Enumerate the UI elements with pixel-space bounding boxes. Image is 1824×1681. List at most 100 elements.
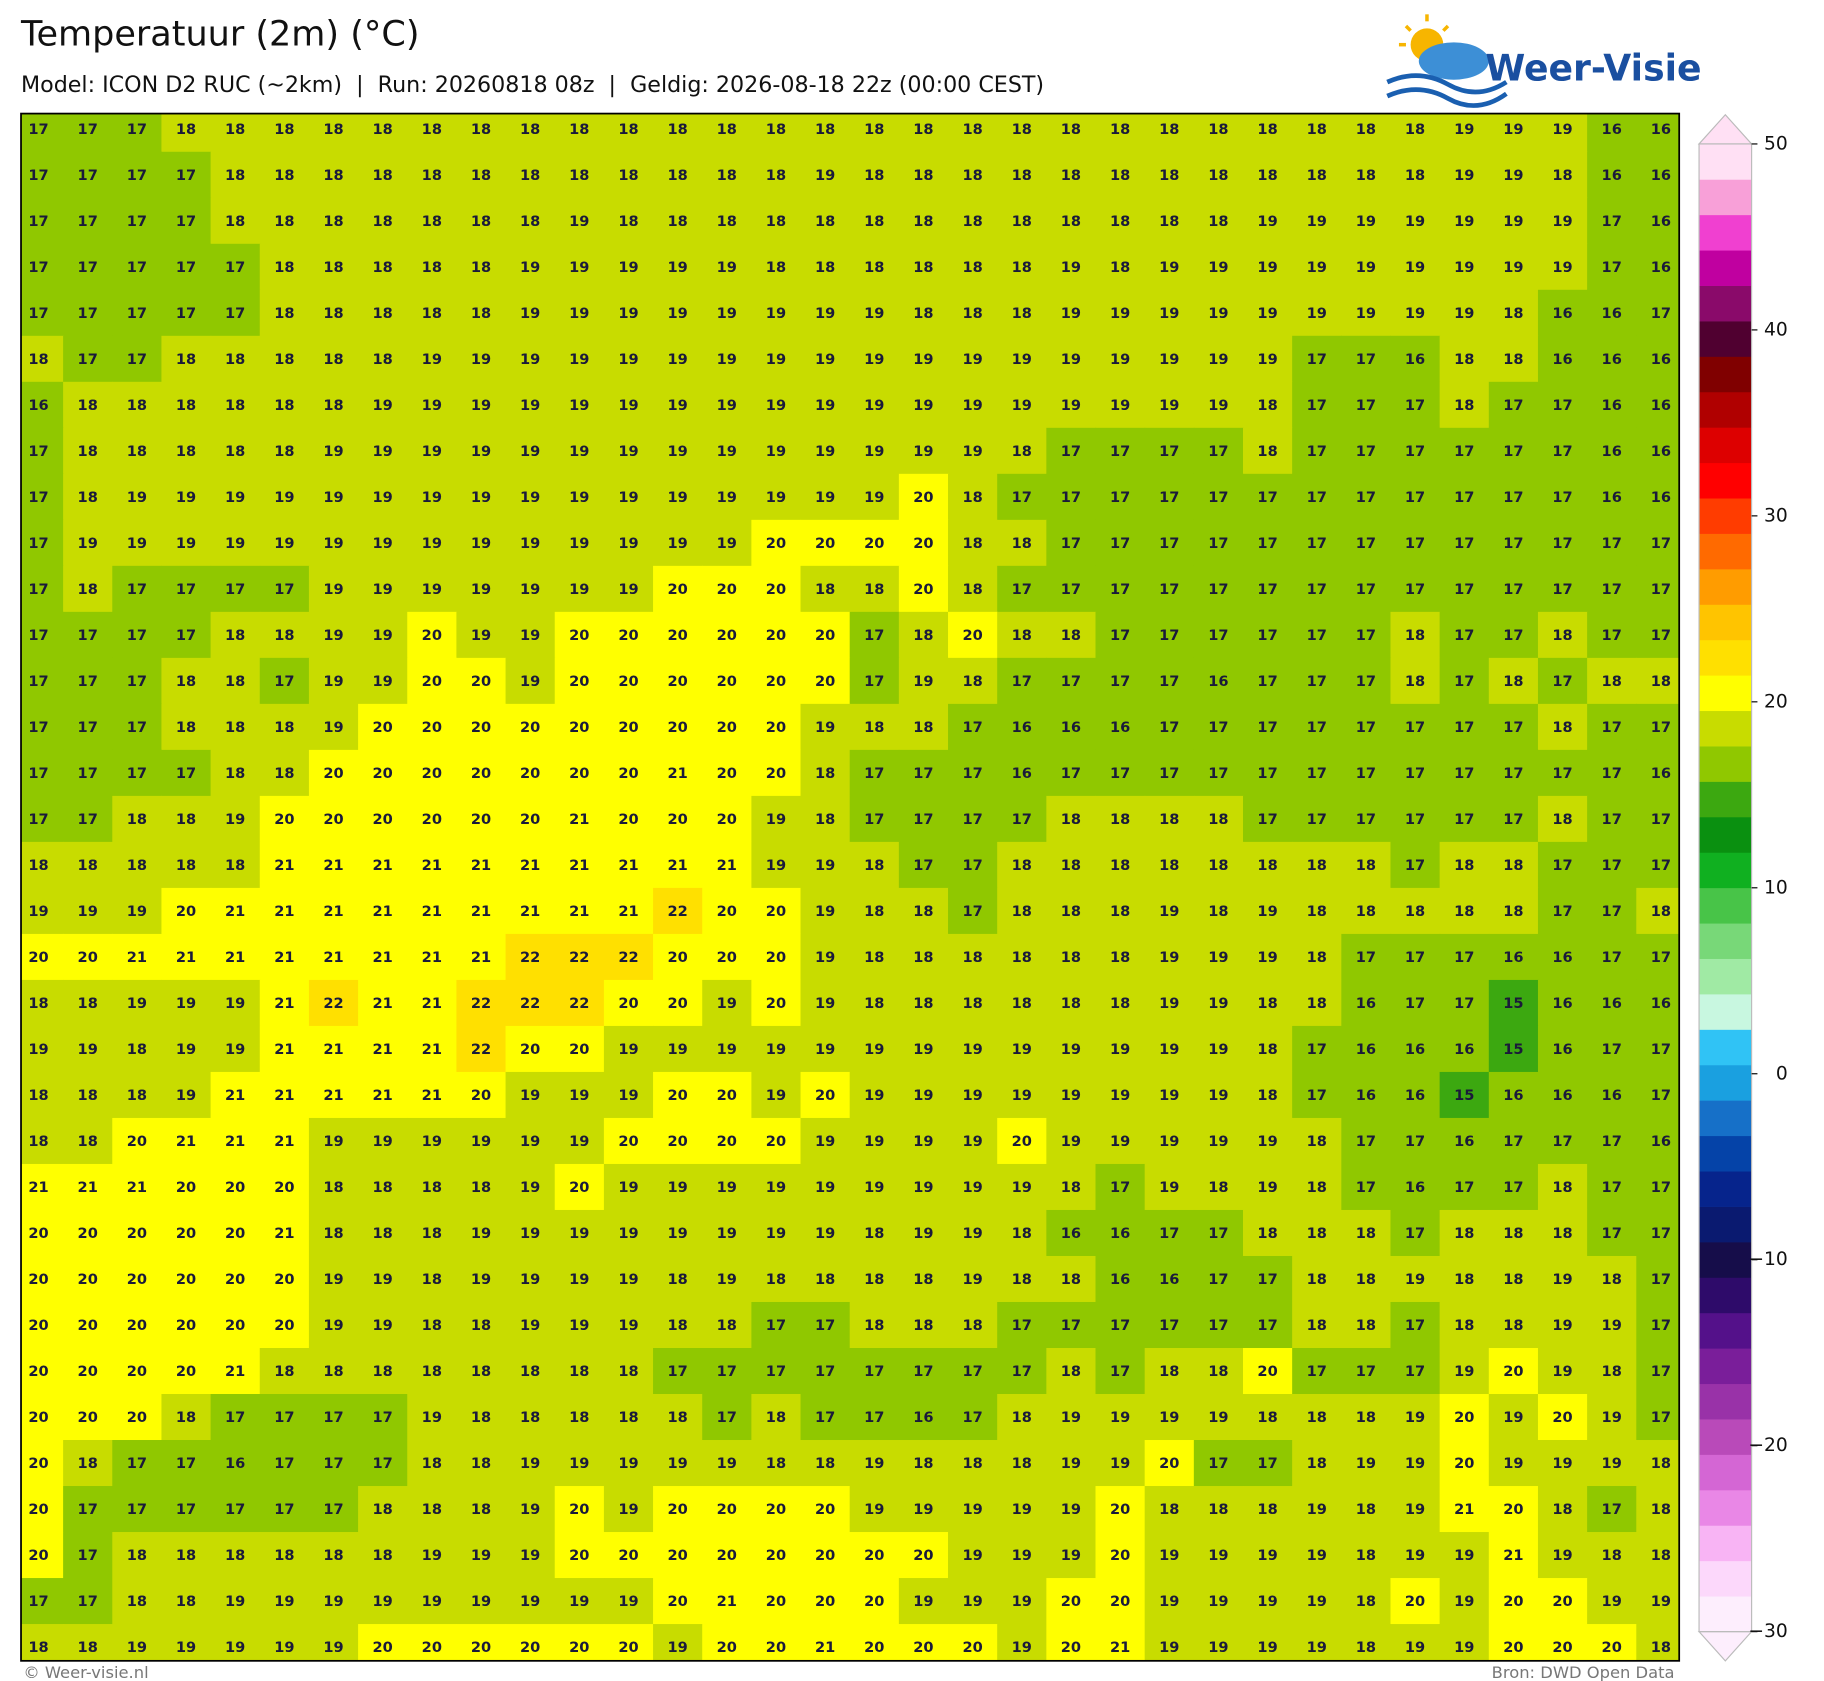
temp-cell bbox=[456, 611, 507, 659]
temp-cell bbox=[948, 1394, 998, 1441]
temp-label: 20 bbox=[569, 1501, 589, 1518]
temp-cell bbox=[1587, 1440, 1637, 1487]
colorbar-tick-label: 40 bbox=[1764, 319, 1788, 340]
temp-label: 19 bbox=[667, 1639, 687, 1656]
temp-label: 17 bbox=[1454, 627, 1474, 644]
temp-label: 17 bbox=[1602, 949, 1622, 966]
temp-label: 17 bbox=[1651, 949, 1671, 966]
temp-cell bbox=[1095, 473, 1146, 521]
temp-label: 18 bbox=[1602, 1363, 1622, 1380]
temp-cell bbox=[1046, 1209, 1097, 1257]
temp-label: 18 bbox=[373, 1225, 393, 1242]
temp-label: 18 bbox=[323, 351, 343, 368]
temp-cell bbox=[1341, 749, 1392, 797]
temp-label: 19 bbox=[471, 1271, 491, 1288]
temp-cell bbox=[505, 841, 556, 889]
temp-cell bbox=[21, 565, 64, 613]
temp-cell bbox=[849, 1578, 900, 1625]
temp-cell bbox=[800, 1025, 851, 1073]
temp-label: 18 bbox=[1454, 351, 1474, 368]
temp-label: 19 bbox=[717, 443, 737, 460]
temp-cell bbox=[603, 197, 654, 245]
temp-cell bbox=[603, 381, 654, 429]
temp-cell bbox=[800, 1163, 851, 1211]
temp-cell bbox=[1439, 1025, 1490, 1073]
temp-label: 20 bbox=[1061, 1639, 1081, 1656]
temp-label: 17 bbox=[1208, 1317, 1228, 1334]
temp-cell bbox=[1390, 289, 1441, 337]
temp-cell bbox=[161, 473, 212, 521]
temp-label: 18 bbox=[569, 1363, 589, 1380]
temp-cell bbox=[1587, 657, 1637, 705]
temp-cell bbox=[1636, 1394, 1680, 1441]
temp-cell bbox=[63, 565, 113, 613]
temp-label: 21 bbox=[471, 903, 491, 920]
temp-label: 19 bbox=[1061, 351, 1081, 368]
temp-label: 18 bbox=[1602, 1271, 1622, 1288]
temp-label: 18 bbox=[1110, 259, 1130, 276]
temp-label: 19 bbox=[569, 1225, 589, 1242]
temp-label: 19 bbox=[717, 1041, 737, 1058]
temp-label: 19 bbox=[1208, 1593, 1228, 1610]
temp-label: 19 bbox=[815, 443, 835, 460]
temp-label: 20 bbox=[667, 581, 687, 598]
map: 17 17 17 18 18 18 18 18 18 18 18 18 18 18 18 18 18 18 18 18… bbox=[21, 113, 1680, 1661]
temp-label: 17 bbox=[962, 857, 982, 874]
colorbar-band bbox=[1699, 498, 1752, 534]
temp-cell bbox=[112, 1347, 163, 1395]
temp-cell bbox=[1636, 1578, 1680, 1625]
temp-cell bbox=[702, 887, 752, 935]
temp-cell bbox=[653, 243, 703, 291]
temp-cell bbox=[1636, 243, 1680, 291]
temp-cell bbox=[210, 473, 261, 521]
temp-cell bbox=[948, 113, 998, 153]
temp-cell bbox=[210, 1578, 261, 1625]
temp-cell bbox=[210, 887, 261, 935]
colorbar-band bbox=[1699, 1560, 1752, 1597]
temp-label: 20 bbox=[28, 1409, 48, 1426]
temp-cell bbox=[505, 657, 556, 705]
temp-label: 18 bbox=[471, 213, 491, 230]
temp-cell bbox=[800, 703, 851, 751]
temp-cell bbox=[1488, 473, 1539, 521]
temp-label: 20 bbox=[422, 719, 442, 736]
temp-label: 18 bbox=[127, 857, 147, 874]
temp-cell bbox=[1242, 565, 1293, 613]
temp-cell bbox=[849, 657, 900, 705]
temp-cell bbox=[898, 933, 949, 981]
temp-label: 18 bbox=[1208, 1501, 1228, 1518]
temp-cell bbox=[259, 1578, 310, 1625]
temp-cell bbox=[1636, 749, 1680, 797]
temp-label: 22 bbox=[520, 995, 540, 1012]
temp-label: 21 bbox=[667, 857, 687, 874]
temp-label: 19 bbox=[1405, 1455, 1425, 1472]
temp-label: 19 bbox=[1307, 1547, 1327, 1564]
temp-label: 20 bbox=[1503, 1363, 1523, 1380]
temp-cell bbox=[849, 1025, 900, 1073]
temp-cell bbox=[997, 381, 1047, 429]
temp-label: 18 bbox=[78, 397, 98, 414]
temp-label: 19 bbox=[815, 1225, 835, 1242]
temp-cell bbox=[1537, 473, 1588, 521]
temp-label: 19 bbox=[569, 305, 589, 322]
temp-cell bbox=[702, 1532, 752, 1579]
temp-label: 17 bbox=[274, 1501, 294, 1518]
temp-label: 17 bbox=[1503, 535, 1523, 552]
temp-label: 18 bbox=[422, 213, 442, 230]
temp-cell bbox=[259, 113, 310, 153]
temp-label: 17 bbox=[1503, 627, 1523, 644]
temp-label: 18 bbox=[1012, 121, 1032, 138]
temp-label: 17 bbox=[274, 1409, 294, 1426]
temp-cell bbox=[456, 243, 507, 291]
temp-cell bbox=[702, 151, 752, 199]
temp-label: 16 bbox=[1454, 1133, 1474, 1150]
temp-cell bbox=[1587, 933, 1637, 981]
colorbar-band bbox=[1699, 923, 1752, 959]
temp-label: 18 bbox=[1110, 995, 1130, 1012]
temp-label: 18 bbox=[323, 1179, 343, 1196]
temp-label: 20 bbox=[1110, 1547, 1130, 1564]
temp-cell bbox=[308, 1486, 359, 1533]
temp-label: 19 bbox=[1012, 1639, 1032, 1656]
temp-label: 18 bbox=[815, 581, 835, 598]
temp-cell bbox=[1439, 151, 1490, 199]
